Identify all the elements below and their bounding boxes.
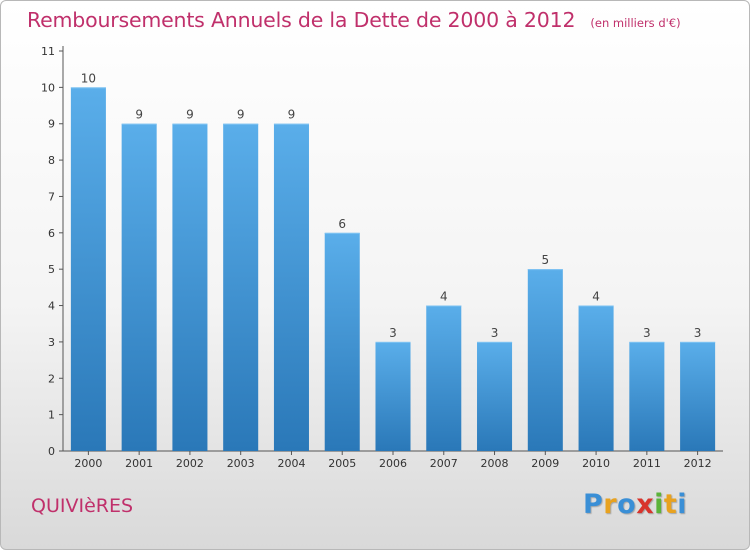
- bar-2003: [223, 123, 259, 452]
- y-tick-label: 0: [48, 445, 55, 458]
- x-tick-label: 2007: [430, 457, 458, 470]
- x-tick-label: 2000: [74, 457, 102, 470]
- logo-letter: r: [603, 489, 618, 520]
- y-tick-label: 9: [48, 118, 55, 131]
- data-label: 4: [440, 290, 448, 304]
- y-tick-label: 3: [48, 336, 55, 349]
- data-label: 5: [541, 253, 549, 267]
- bar-2007: [426, 305, 462, 451]
- logo-letter: i: [654, 489, 664, 520]
- data-label: 6: [338, 217, 346, 231]
- x-tick-label: 2009: [531, 457, 559, 470]
- x-tick-label: 2002: [176, 457, 204, 470]
- logo-letter: t: [663, 489, 678, 520]
- data-label: 9: [288, 108, 296, 122]
- x-tick-label: 2012: [684, 457, 712, 470]
- bar-2012: [680, 341, 716, 451]
- bar-2009: [527, 269, 563, 451]
- data-label: 9: [237, 108, 245, 122]
- y-tick-label: 10: [41, 81, 55, 94]
- bar-2010: [578, 305, 614, 451]
- place-name: QUIVIèRES: [31, 495, 134, 517]
- bar-2004: [273, 123, 309, 452]
- data-label: 9: [135, 108, 143, 122]
- logo-letter: o: [617, 489, 637, 520]
- bar-2005: [324, 232, 360, 451]
- bar-2001: [121, 123, 157, 452]
- title-row: Remboursements Annuels de la Dette de 20…: [27, 8, 681, 32]
- x-tick-label: 2004: [277, 457, 305, 470]
- y-tick-label: 5: [48, 263, 55, 276]
- y-tick-label: 6: [48, 227, 55, 240]
- data-label: 3: [389, 326, 397, 340]
- bar-2008: [477, 341, 513, 451]
- x-tick-label: 2011: [633, 457, 661, 470]
- data-label: 10: [81, 71, 96, 85]
- bar-2002: [172, 123, 208, 452]
- data-label: 3: [694, 326, 702, 340]
- y-tick-label: 2: [48, 372, 55, 385]
- x-tick-label: 2010: [582, 457, 610, 470]
- bar-2006: [375, 341, 411, 451]
- bar-2011: [629, 341, 665, 451]
- data-label: 3: [491, 326, 499, 340]
- chart-title: Remboursements Annuels de la Dette de 20…: [27, 8, 576, 32]
- chart-subtitle: (en milliers d'€): [590, 16, 681, 30]
- x-tick-label: 2005: [328, 457, 356, 470]
- x-tick-label: 2008: [481, 457, 509, 470]
- data-label: 9: [186, 108, 194, 122]
- x-tick-label: 2001: [125, 457, 153, 470]
- logo-letter: i: [677, 489, 688, 520]
- x-tick-label: 2003: [227, 457, 255, 470]
- logo-letter: x: [636, 489, 655, 520]
- y-tick-label: 11: [41, 45, 55, 58]
- data-label: 3: [643, 326, 651, 340]
- bar-2000: [70, 87, 106, 451]
- y-tick-label: 4: [48, 300, 55, 313]
- logo-letter: P: [583, 489, 604, 520]
- proxiti-logo: Proxiti: [583, 489, 687, 520]
- y-tick-label: 7: [48, 190, 55, 203]
- y-tick-label: 1: [48, 409, 55, 422]
- data-label: 4: [592, 290, 600, 304]
- x-tick-label: 2006: [379, 457, 407, 470]
- y-tick-label: 8: [48, 154, 55, 167]
